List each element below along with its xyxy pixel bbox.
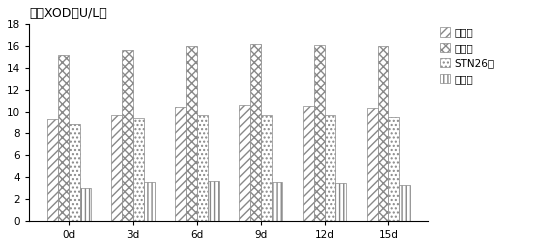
Text: 血清XOD（U/L）: 血清XOD（U/L） bbox=[29, 7, 107, 20]
Bar bbox=[261, 115, 272, 221]
Bar bbox=[378, 46, 388, 221]
Bar bbox=[335, 183, 346, 221]
Bar bbox=[239, 105, 250, 221]
Bar bbox=[388, 117, 399, 221]
Bar bbox=[250, 44, 261, 221]
Bar bbox=[47, 119, 58, 221]
Bar bbox=[175, 107, 186, 221]
Bar bbox=[80, 188, 91, 221]
Bar bbox=[197, 115, 208, 221]
Bar bbox=[324, 115, 335, 221]
Bar bbox=[367, 108, 378, 221]
Bar bbox=[208, 181, 219, 221]
Bar bbox=[272, 182, 282, 221]
Bar bbox=[69, 124, 80, 221]
Legend: 对照组, 模型组, STN26组, 药物组: 对照组, 模型组, STN26组, 药物组 bbox=[438, 25, 496, 86]
Bar bbox=[133, 118, 144, 221]
Bar bbox=[399, 185, 410, 221]
Bar bbox=[313, 45, 324, 221]
Bar bbox=[122, 50, 133, 221]
Bar bbox=[144, 182, 155, 221]
Bar bbox=[303, 106, 313, 221]
Bar bbox=[111, 115, 122, 221]
Bar bbox=[186, 46, 197, 221]
Bar bbox=[58, 55, 69, 221]
